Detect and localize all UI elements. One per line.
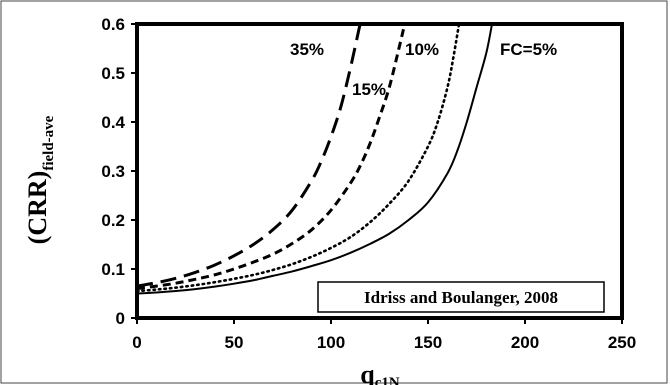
x-tick-label: 0 — [132, 333, 141, 352]
y-tick-label: 0 — [116, 309, 125, 328]
annotation-text: Idriss and Boulanger, 2008 — [364, 288, 558, 307]
x-tick-label: 250 — [608, 333, 636, 352]
x-tick-label: 100 — [317, 333, 345, 352]
y-tick-label: 0.3 — [101, 162, 125, 181]
curve-label-35: 35% — [290, 40, 324, 59]
series-line-2 — [137, 24, 407, 291]
annotation-box: Idriss and Boulanger, 2008 — [317, 281, 605, 313]
curve-label-5: FC=5% — [500, 40, 557, 59]
y-axis-label: (CRR)field-ave — [23, 115, 57, 244]
x-tick-label: 150 — [414, 333, 442, 352]
x-axis-label: qc1N — [360, 360, 400, 385]
x-tick-label: 50 — [225, 333, 244, 352]
svg-text:(CRR)field-ave: (CRR)field-ave — [23, 115, 57, 244]
x-axis-label-sub: c1N — [375, 375, 400, 385]
y-axis-label-sub: field-ave — [41, 115, 57, 170]
curve-label-15: 15% — [352, 80, 386, 99]
y-tick-label: 0.5 — [101, 64, 125, 83]
series-line-1 — [137, 24, 461, 293]
y-tick-label: 0.4 — [101, 113, 125, 132]
curve-label-10: 10% — [405, 40, 439, 59]
x-axis-label-main: q — [360, 360, 375, 385]
y-tick-label: 0.6 — [101, 15, 125, 34]
y-tick-label: 0.1 — [101, 260, 125, 279]
plot-area: 0 0.1 0.2 0.3 0.4 0.5 0.6 0 50 100 150 200 250 — [101, 15, 636, 352]
series-line-3 — [137, 24, 362, 288]
series-line-0 — [137, 24, 494, 295]
x-tick-label: 200 — [511, 333, 539, 352]
y-axis-label-main: (CRR) — [23, 171, 52, 245]
y-tick-label: 0.2 — [101, 211, 125, 230]
